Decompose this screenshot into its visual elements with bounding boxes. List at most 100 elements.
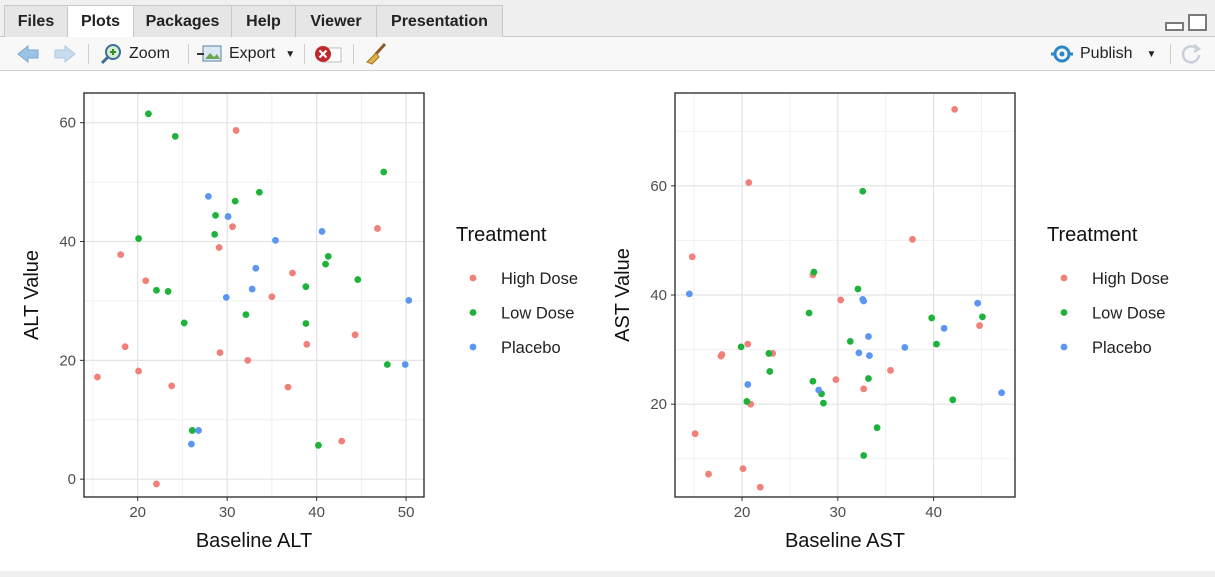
tab-presentation[interactable]: Presentation — [376, 5, 503, 37]
data-point — [976, 322, 983, 329]
data-point — [195, 427, 202, 434]
data-point — [860, 297, 868, 305]
data-point — [215, 244, 223, 251]
data-point — [242, 311, 250, 319]
data-point — [809, 377, 817, 385]
data-point — [974, 299, 982, 307]
data-point — [866, 352, 873, 359]
remove-plot-button[interactable] — [313, 37, 343, 71]
data-point — [685, 290, 693, 298]
data-point — [743, 398, 751, 405]
data-point — [979, 313, 986, 321]
window-controls — [1165, 14, 1207, 31]
data-point — [351, 331, 359, 339]
data-point — [252, 264, 260, 272]
tab-plots[interactable]: Plots — [67, 5, 134, 38]
data-point — [354, 276, 362, 283]
data-point — [222, 293, 230, 301]
x-tick-label: 40 — [308, 504, 325, 521]
x-tick-label: 30 — [829, 504, 846, 521]
data-point — [255, 188, 263, 196]
y-axis-label: AST Value — [612, 248, 634, 342]
tab-help-label: Help — [246, 12, 281, 30]
tab-packages[interactable]: Packages — [133, 5, 232, 37]
chevron-down-icon: ▼ — [285, 48, 296, 60]
back-button[interactable] — [16, 37, 40, 71]
publish-button[interactable]: Publish ▼ — [1050, 37, 1156, 71]
data-point — [315, 441, 322, 449]
chart-panel-1: 20 30 40 50 0 20 40 60 Baseline ALT ALT Value Trea… — [21, 92, 578, 552]
data-point — [244, 356, 252, 364]
data-point — [846, 338, 854, 345]
tab-files[interactable]: Files — [4, 5, 68, 37]
data-point — [737, 343, 745, 351]
data-point — [284, 383, 292, 391]
export-button[interactable]: Export ▼ — [197, 37, 295, 71]
export-image-icon — [197, 45, 222, 62]
y-tick-label: 40 — [650, 287, 667, 304]
tab-help[interactable]: Help — [231, 5, 296, 37]
data-point — [232, 127, 240, 134]
legend-entry: High Dose — [1092, 270, 1169, 288]
data-point — [153, 286, 160, 294]
pane-bottom-border — [0, 571, 1215, 577]
data-point — [135, 235, 142, 242]
data-point — [949, 396, 957, 404]
data-point — [405, 296, 413, 304]
data-point — [211, 231, 219, 238]
data-point — [153, 480, 160, 488]
plot-viewer: 20 30 40 50 0 20 40 60 Baseline ALT ALT Value Trea… — [8, 71, 1207, 571]
legend-entry: Placebo — [1092, 339, 1152, 357]
legend-key — [1060, 274, 1068, 282]
forward-button[interactable] — [53, 37, 77, 71]
toolbar-divider — [1170, 44, 1171, 64]
data-point — [865, 375, 872, 382]
data-point — [940, 324, 948, 332]
data-point — [718, 351, 726, 358]
data-point — [909, 235, 916, 243]
data-point — [998, 389, 1005, 397]
data-point — [815, 386, 823, 394]
legend-entry: Placebo — [501, 339, 561, 357]
x-axis-label: Baseline ALT — [196, 530, 312, 552]
magnifier-icon — [100, 44, 121, 65]
zoom-button[interactable]: Zoom — [99, 37, 170, 71]
data-point — [873, 424, 881, 432]
legend-title: Treatment — [456, 224, 547, 246]
data-point — [135, 367, 142, 375]
data-point — [188, 427, 196, 434]
maximize-pane-icon[interactable] — [1188, 14, 1207, 31]
data-point — [951, 105, 959, 113]
data-point — [224, 213, 232, 220]
refresh-button[interactable] — [1180, 37, 1202, 71]
data-point — [887, 366, 894, 374]
arrow-left-icon — [17, 44, 39, 64]
clear-all-plots-button[interactable] — [364, 37, 388, 71]
data-point — [854, 285, 862, 293]
x-tick-label: 40 — [925, 504, 942, 521]
tab-viewer[interactable]: Viewer — [295, 5, 377, 37]
zoom-label: Zoom — [129, 45, 170, 62]
toolbar-divider — [304, 44, 305, 64]
x-tick-label: 30 — [219, 504, 236, 521]
data-point — [765, 350, 773, 357]
chart-panel-2: 20 30 40 20 40 60 Baseline AST AST Value Treatme… — [612, 92, 1169, 552]
data-point — [272, 236, 279, 244]
data-point — [204, 192, 212, 200]
data-point — [820, 399, 827, 407]
legend-key — [469, 274, 477, 282]
data-point — [766, 368, 774, 375]
y-tick-label: 60 — [650, 178, 667, 195]
legend-title: Treatment — [1047, 224, 1138, 246]
data-point — [303, 340, 311, 348]
data-point — [383, 361, 391, 368]
minimize-pane-icon[interactable] — [1165, 22, 1184, 31]
toolbar-divider — [353, 44, 354, 64]
data-point — [229, 223, 236, 231]
data-point — [744, 381, 752, 388]
data-point — [739, 465, 747, 473]
plots-toolbar: Zoom Export ▼ Publish ▼ — [0, 37, 1215, 71]
data-point — [216, 349, 224, 357]
data-point — [94, 373, 101, 381]
legend-entry: Low Dose — [501, 305, 574, 323]
